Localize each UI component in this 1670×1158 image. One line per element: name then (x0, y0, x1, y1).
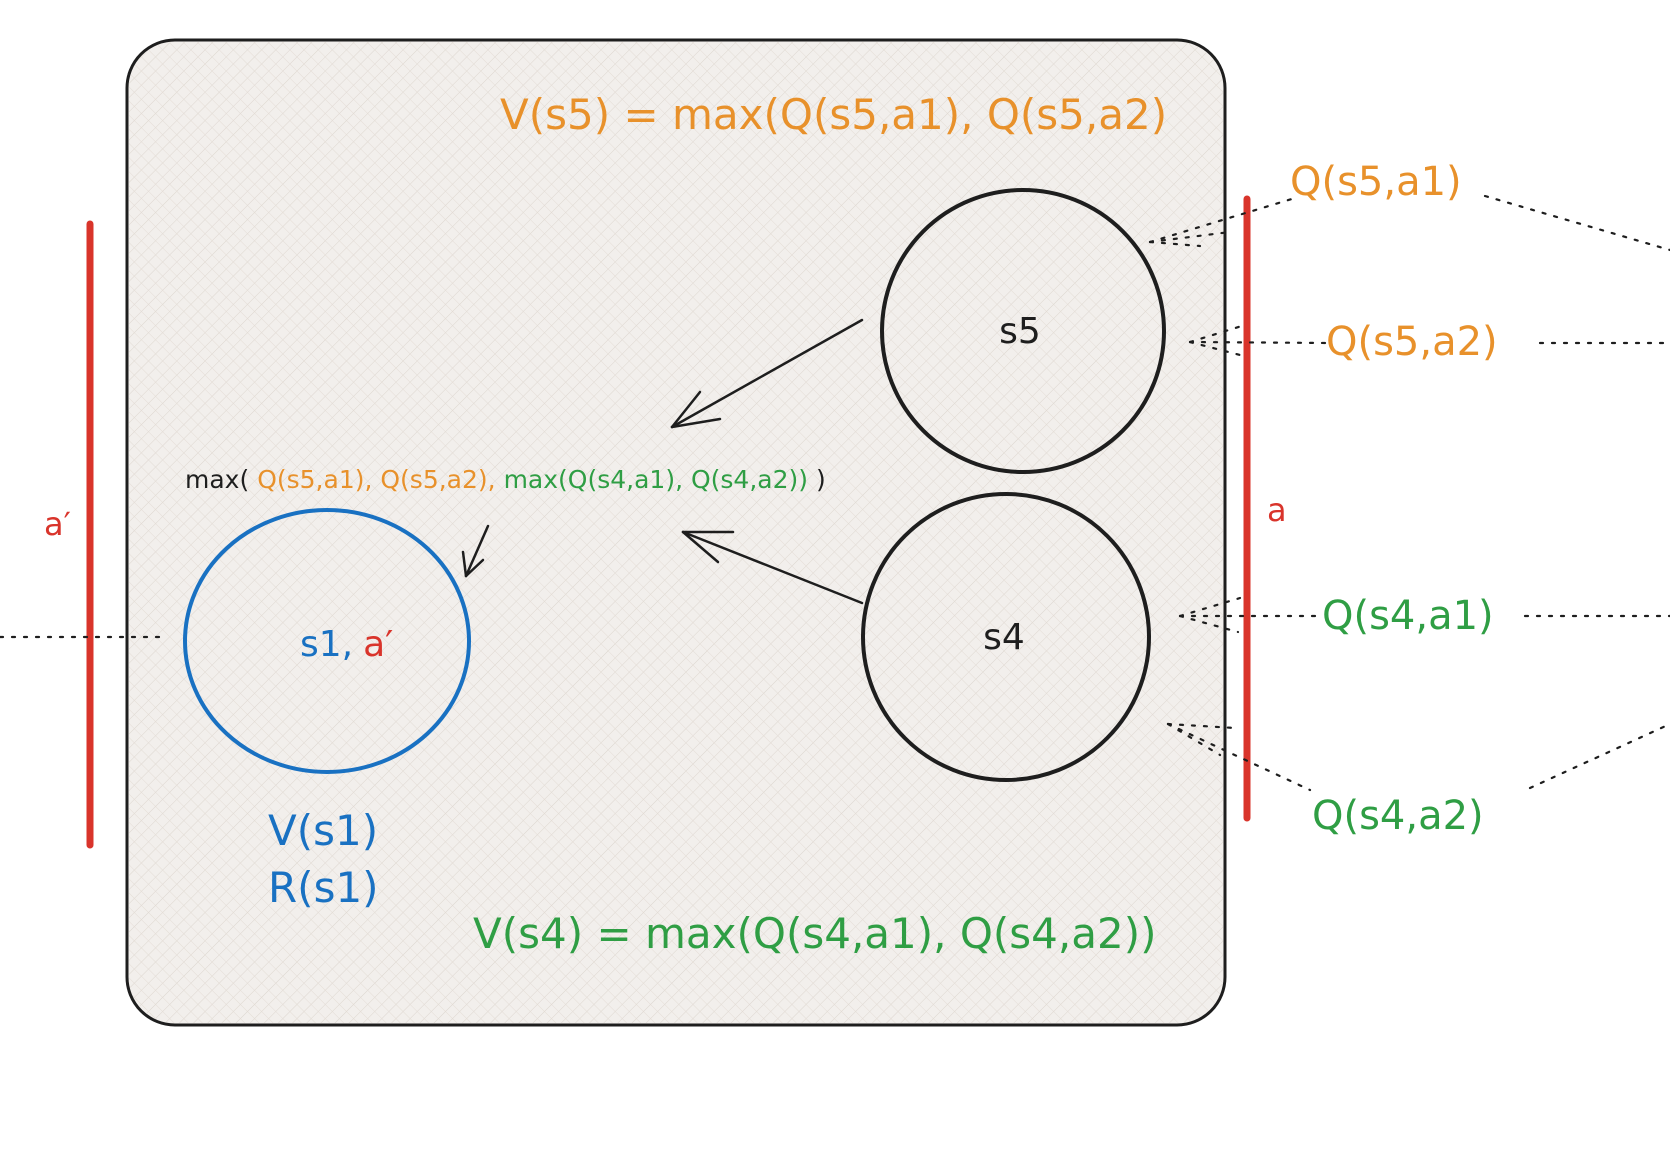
state-s1-name: s1, (300, 624, 353, 665)
q-s4-a2-label: Q(s4,a2) (1312, 793, 1484, 839)
state-s1-label: s1, a′ (300, 624, 393, 665)
q-s4-a1-label: Q(s4,a1) (1322, 593, 1494, 639)
action-bar-left-label: a′ (44, 505, 71, 543)
combined-max-expression: max( Q(s5,a1), Q(s5,a2), max(Q(s4,a1), Q… (185, 465, 826, 494)
v-s4-equation: V(s4) = max(Q(s4,a1), Q(s4,a2)) (473, 909, 1156, 958)
arrow-expression-to-s1 (461, 524, 490, 578)
state-s5-circle (880, 188, 1166, 474)
combined-inner-max: max(Q(s4,a1), Q(s4,a2)) (504, 465, 808, 494)
state-s1-action: a′ (363, 624, 393, 665)
q-s5-a1-label: Q(s5,a1) (1290, 159, 1462, 205)
state-s1-circle (183, 508, 471, 774)
q-s5-a2-label: Q(s5,a2) (1326, 319, 1498, 365)
s1-value-label: V(s1) (268, 806, 378, 855)
combined-prefix: max( (185, 465, 249, 494)
environment-box-hatch (129, 42, 1223, 1023)
dotted-connectors (0, 194, 1670, 792)
v-s5-equation: V(s5) = max(Q(s5,a1), Q(s5,a2) (500, 90, 1167, 139)
arrow-s5-to-expression (670, 318, 864, 429)
combined-q-s5-a2: Q(s5,a2), (380, 465, 495, 494)
action-bar-right-label: a (1267, 491, 1287, 529)
state-s4-label: s4 (983, 617, 1025, 658)
state-s4-circle (861, 492, 1151, 782)
state-s5-label: s5 (999, 311, 1041, 352)
arrow-s4-to-expression (681, 530, 864, 605)
combined-suffix: ) (816, 465, 826, 494)
s1-reward-label: R(s1) (268, 863, 379, 912)
combined-q-s5-a1: Q(s5,a1), (257, 465, 372, 494)
